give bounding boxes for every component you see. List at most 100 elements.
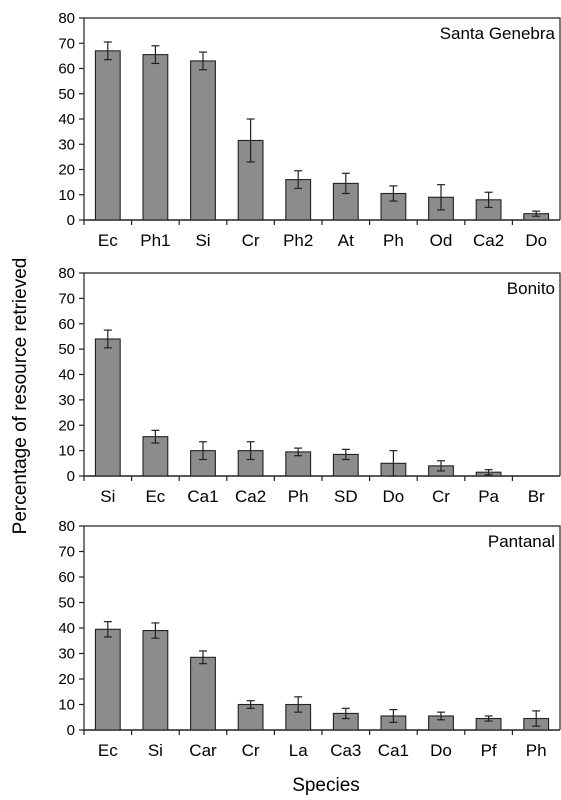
x-tick-label: Pf — [481, 741, 497, 760]
x-tick-label: Cr — [432, 487, 450, 506]
bar — [142, 54, 169, 221]
error-bar — [389, 450, 398, 477]
x-tick-label: Ph1 — [140, 231, 170, 250]
error-bar — [294, 170, 303, 190]
x-tick-label: La — [289, 741, 308, 760]
bar — [94, 50, 121, 221]
x-tick-label: Si — [195, 231, 210, 250]
y-tick-label: 0 — [67, 212, 75, 229]
y-tick-label: 20 — [58, 162, 75, 179]
y-axis-label: Percentage of resource retrieved — [10, 258, 31, 535]
x-tick-label: Pa — [478, 487, 499, 506]
chart-panel: 0 10 20 30 40 50 60 70 80 Bonito Si Ec Ca1 Ca2 Ph SD Do C… — [58, 265, 561, 506]
y-tick-label: 10 — [58, 697, 75, 714]
x-tick-label: Cr — [242, 741, 260, 760]
error-bar — [484, 191, 493, 208]
error-bar — [199, 51, 207, 71]
x-tick-label: Ph — [526, 741, 547, 760]
error-bar — [532, 210, 541, 217]
chart-panel: 0 10 20 30 40 50 60 70 80 Santa Genebra Ec Ph1 Si Cr P… — [58, 10, 561, 250]
panel-title: Pantanal — [488, 532, 555, 551]
y-tick-label: 60 — [58, 569, 75, 586]
error-bar — [246, 700, 255, 709]
error-bar — [437, 460, 445, 472]
y-tick-label: 50 — [58, 86, 75, 103]
chart-panels: 0 10 20 30 40 50 60 70 80 Santa Genebra Ec Ph1 Si Cr P… — [58, 10, 561, 760]
error-bar — [151, 622, 160, 639]
error-bar — [294, 696, 303, 713]
error-bar — [199, 650, 207, 665]
y-tick-label: 20 — [58, 417, 75, 434]
bar — [190, 60, 216, 221]
error-bar — [341, 172, 350, 195]
x-axis-label: Species — [292, 775, 360, 796]
x-tick-label: Ca2 — [235, 487, 266, 506]
error-bar — [484, 469, 493, 476]
x-tick-label: At — [338, 231, 354, 250]
error-bar — [389, 185, 398, 202]
error-bar — [246, 118, 255, 163]
x-tick-label: Do — [430, 741, 452, 760]
y-tick-label: 70 — [58, 290, 75, 307]
x-tick-label: Ec — [145, 487, 165, 506]
y-tick-label: 80 — [58, 265, 75, 282]
x-tick-label: Do — [383, 487, 405, 506]
x-tick-label: Ca1 — [378, 741, 409, 760]
y-tick-label: 0 — [67, 722, 75, 739]
x-tick-label: Ca1 — [187, 487, 218, 506]
x-tick-label: Si — [148, 741, 163, 760]
x-tick-label: Br — [528, 487, 545, 506]
bar — [94, 628, 121, 731]
error-bar — [389, 708, 398, 723]
y-tick-label: 30 — [58, 392, 75, 409]
y-tick-label: 0 — [67, 468, 75, 485]
error-bar — [103, 329, 112, 349]
error-bar — [437, 711, 445, 721]
error-bar — [341, 707, 350, 720]
error-bar — [294, 447, 303, 457]
x-tick-label: Ec — [98, 741, 118, 760]
y-tick-label: 40 — [58, 367, 75, 384]
y-tick-label: 60 — [58, 316, 75, 333]
y-tick-label: 70 — [58, 544, 75, 561]
error-bar — [151, 429, 160, 444]
y-tick-label: 70 — [58, 35, 75, 52]
error-bar — [532, 710, 541, 727]
error-bar — [341, 448, 350, 461]
bar — [190, 656, 216, 731]
error-bar — [246, 441, 255, 461]
x-tick-label: Ec — [98, 231, 118, 250]
y-tick-label: 40 — [58, 111, 75, 128]
x-tick-label: Do — [525, 231, 547, 250]
y-tick-label: 80 — [58, 10, 75, 27]
panel-title: Santa Genebra — [440, 24, 556, 43]
error-bar — [151, 45, 160, 65]
x-tick-label: Si — [100, 487, 115, 506]
x-tick-label: Od — [430, 231, 453, 250]
y-tick-label: 10 — [58, 187, 75, 204]
y-tick-label: 30 — [58, 136, 75, 153]
y-tick-label: 40 — [58, 620, 75, 637]
y-tick-label: 60 — [58, 61, 75, 78]
x-tick-label: Ph2 — [283, 231, 313, 250]
y-tick-label: 50 — [58, 595, 75, 612]
panel-title: Bonito — [507, 279, 555, 298]
y-tick-label: 20 — [58, 671, 75, 688]
x-tick-label: Ph — [288, 487, 309, 506]
error-bar — [484, 715, 493, 722]
bar — [94, 338, 121, 477]
y-tick-label: 50 — [58, 341, 75, 358]
y-tick-label: 10 — [58, 443, 75, 460]
error-bar — [437, 184, 445, 211]
x-tick-label: Ph — [383, 231, 404, 250]
x-tick-label: Ca3 — [330, 741, 361, 760]
error-bar — [103, 621, 112, 638]
y-tick-label: 30 — [58, 646, 75, 663]
x-tick-label: Cr — [242, 231, 260, 250]
chart-panel: 0 10 20 30 40 50 60 70 80 Pantanal Ec Si Car Cr La Ca3 C… — [58, 518, 561, 760]
x-tick-label: SD — [334, 487, 358, 506]
y-tick-label: 80 — [58, 518, 75, 535]
bar — [142, 629, 169, 731]
x-tick-label: Ca2 — [473, 231, 504, 250]
